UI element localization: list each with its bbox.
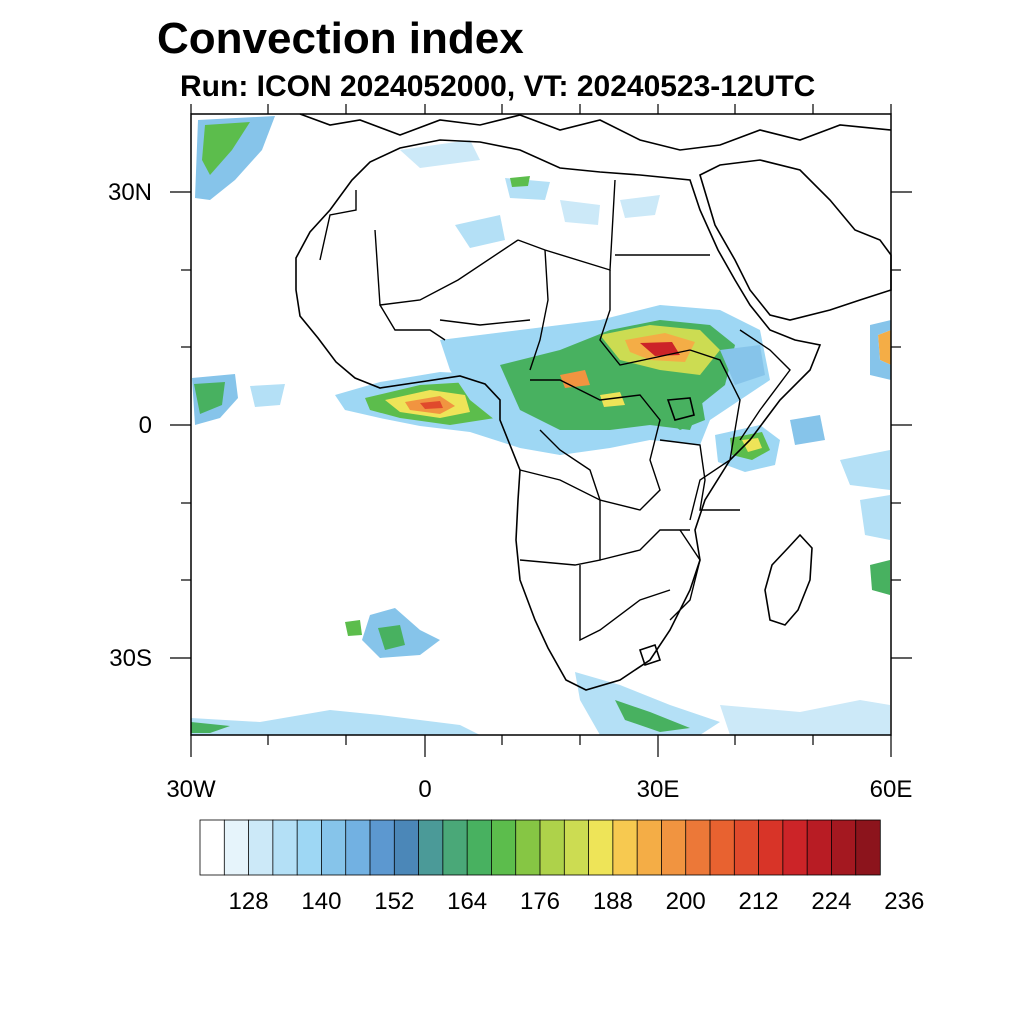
field-south-ocean [720, 700, 890, 735]
field-s-atlantic-small [345, 620, 362, 636]
colorbar-swatch [418, 819, 444, 876]
colorbar-swatch [709, 819, 735, 876]
field-indian-3 [860, 495, 890, 540]
arabia-coastline [699, 159, 892, 321]
europe-coastline [299, 113, 892, 151]
border-namibia-botswana [579, 565, 671, 642]
field-w-atlantic-core [194, 382, 225, 414]
colorbar-swatch [685, 819, 711, 876]
field-central-core [640, 342, 680, 356]
border-zambia [599, 529, 690, 561]
map-subtitle: Run: ICON 2024052000, VT: 20240523-12UTC [180, 70, 816, 103]
lat-label-30s: 30S [109, 645, 152, 672]
colorbar-swatch [442, 819, 468, 876]
field-arabian [878, 330, 891, 365]
colorbar-swatch [248, 819, 274, 876]
axis-ticks [170, 104, 912, 757]
field-kenya-warm [742, 438, 762, 452]
colorbar-swatch [321, 819, 347, 876]
lon-label-0: 0 [418, 776, 432, 803]
border-mali-bf [379, 304, 446, 341]
border-drc [530, 379, 661, 511]
colorbar-tick-label: 128 [228, 888, 269, 915]
field-libya [510, 176, 530, 187]
map-title: Convection index [157, 14, 524, 63]
colorbar-swatch [515, 819, 541, 876]
lon-label-30w: 30W [166, 776, 216, 803]
colorbar-swatch [539, 819, 565, 876]
colorbar-swatch [806, 819, 833, 876]
field-indian-4 [870, 560, 890, 595]
colorbar [199, 819, 881, 876]
lon-label-60e: 60E [869, 776, 913, 803]
colorbar-swatch [296, 819, 323, 876]
field-s-atlantic-core [378, 625, 405, 650]
colorbar-tick-label: 152 [374, 888, 415, 915]
lake-victoria [666, 397, 695, 421]
lesotho [638, 643, 662, 667]
colorbar-swatch [345, 819, 371, 876]
colorbar-tick-label: 200 [665, 888, 706, 915]
lat-label-30n: 30N [107, 179, 152, 206]
colorbar-swatch [636, 819, 663, 876]
field-guinea-core [420, 401, 443, 409]
colorbar-swatch [612, 819, 638, 876]
colorbar-tick-label: 236 [884, 888, 925, 915]
colorbar-tick-label: 140 [301, 888, 342, 915]
field-med [400, 140, 480, 168]
field-sahara-3 [560, 200, 600, 225]
border-sudan [599, 270, 691, 366]
colorbar-swatch [491, 819, 517, 876]
colorbar-swatch [855, 819, 881, 876]
lon-label-30e: 30E [636, 776, 680, 803]
field-south-africa-core [615, 700, 690, 732]
convection-field [191, 116, 891, 735]
field-indian-1 [790, 415, 825, 445]
border-east-africa [689, 349, 741, 521]
colorbar-swatch [223, 819, 250, 876]
colorbar-swatch [199, 819, 225, 876]
colorbar-swatch [588, 819, 614, 876]
country-borders [319, 179, 791, 642]
border-niger-nigeria [439, 319, 531, 326]
colorbar-tick-label: 164 [447, 888, 488, 915]
colorbar-swatch [758, 819, 784, 876]
field-atlantic-small [250, 384, 285, 407]
border-tanzania [659, 439, 740, 511]
field-indian-2 [840, 450, 890, 490]
border-ethiopia-somalia [739, 329, 791, 441]
colorbar-tick-label: 188 [592, 888, 633, 915]
colorbar-swatch [661, 819, 687, 876]
field-ethiopia [720, 345, 765, 385]
colorbar-tick-label: 224 [811, 888, 852, 915]
field-central-spot2 [600, 392, 625, 407]
colorbar-swatch [563, 819, 590, 876]
border-algeria-mali [374, 229, 519, 306]
colorbar-swatch [466, 819, 493, 876]
border-angola [519, 469, 601, 566]
madagascar-coastline [764, 533, 813, 626]
field-sahara-1 [455, 215, 505, 248]
colorbar-swatch [369, 819, 395, 876]
field-south-africa-band [575, 672, 720, 735]
colorbar-swatch [782, 819, 808, 876]
africa-coastline [295, 139, 822, 691]
border-mozambique [669, 529, 701, 621]
colorbar-swatch [733, 819, 760, 876]
colorbar-tick-label: 212 [738, 888, 779, 915]
colorbar-tick-label: 176 [519, 888, 561, 915]
border-sahara-west [319, 190, 357, 261]
border-chad [529, 249, 549, 371]
field-nw-atlantic-core [202, 122, 250, 175]
field-arabian-outer [870, 320, 891, 380]
field-south-band-core [191, 722, 230, 733]
border-libya [517, 179, 616, 271]
colorbar-swatch [393, 819, 420, 876]
field-south-band [191, 710, 480, 735]
lat-label-0: 0 [138, 412, 152, 439]
colorbar-swatch [272, 819, 298, 876]
field-sahara-4 [620, 195, 660, 218]
colorbar-swatch [831, 819, 857, 876]
